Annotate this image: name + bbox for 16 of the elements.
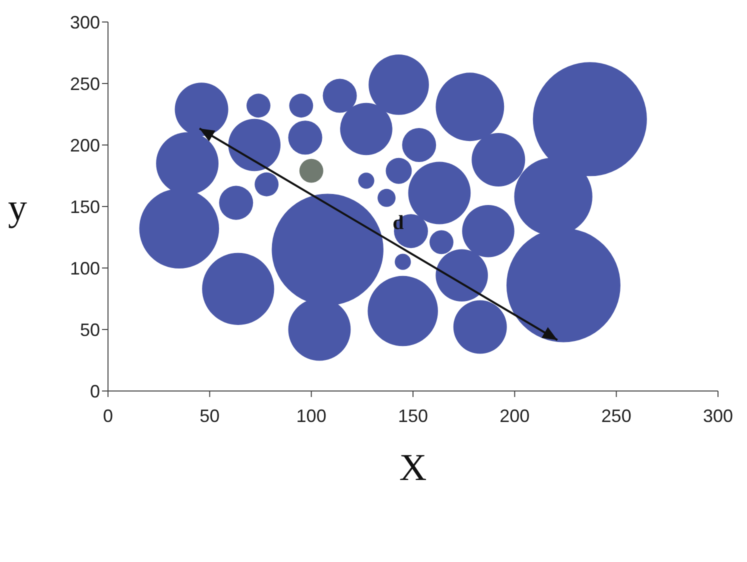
y-tick-label: 300	[70, 12, 100, 32]
x-tick-label: 250	[601, 406, 632, 426]
y-axis-title: y	[8, 186, 27, 229]
y-tick-label: 100	[70, 258, 100, 278]
x-tick-label: 150	[398, 406, 428, 426]
x-tick-label: 0	[102, 406, 114, 426]
y-tick-label: 250	[70, 74, 100, 94]
x-tick-label: 200	[500, 406, 530, 426]
y-tick-label: 200	[70, 135, 100, 156]
y-tick-label: 150	[70, 196, 100, 217]
x-tick-label: 100	[296, 406, 326, 426]
y-tick-label: 50	[80, 320, 100, 340]
x-tick-label: 50	[200, 406, 220, 426]
x-axis-title: X	[399, 447, 427, 489]
y-tick-label: 0	[90, 381, 100, 402]
x-tick-label: 300	[702, 406, 734, 426]
